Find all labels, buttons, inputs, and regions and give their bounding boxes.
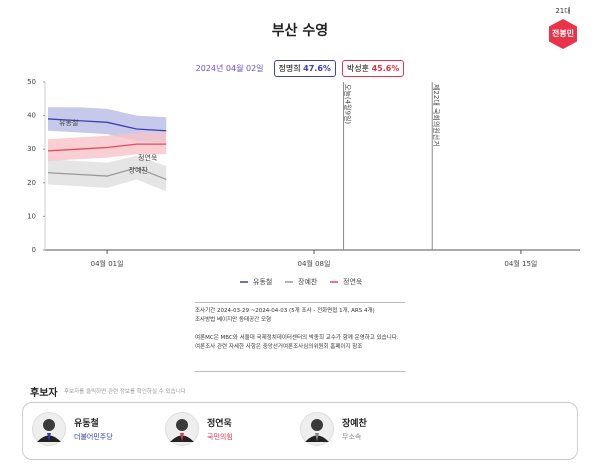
leader-share: 45.6%	[371, 64, 400, 73]
note: 조사방법 베이지안 동태공간 모형	[195, 317, 272, 323]
leader-box: 박성훈 45.6%	[341, 60, 405, 77]
y-tick-label: 50	[27, 78, 36, 86]
leader-share: 47.6%	[303, 64, 331, 73]
candidate-card[interactable]: 정연욱 국민의힘	[165, 410, 295, 452]
date-row: 2024년 04월 02일 정명희 47.6% 박성훈 45.6%	[0, 60, 600, 77]
event-label: 오늘(4월9일)	[344, 84, 353, 124]
badge-name: 전봉민	[551, 29, 575, 38]
note: 여론MC은 MBC와 서울대 국제정치데이터센터의 박종희 교수가 함께 운영하…	[195, 335, 399, 341]
avatar	[32, 412, 66, 446]
y-tick-label: 40	[27, 112, 36, 120]
candidate-card[interactable]: 장예찬 무소속	[300, 410, 430, 452]
section-title: 후보자	[30, 388, 58, 399]
chart: 0 10 20 30 40 50 04월 01일 04월 08일 04월 15일 오늘(4월9일)…	[27, 78, 580, 286]
band	[48, 155, 167, 192]
notes: 조사기간 2024-03-29 ~2024-04-03 (5개 조사 - 전화면…	[195, 302, 405, 372]
series-label: 유동철	[59, 118, 78, 127]
line	[47, 166, 167, 181]
avatar	[165, 412, 199, 446]
legend-label: 장예찬	[298, 277, 318, 286]
legend-label: 유동철	[253, 277, 272, 286]
y-tick-label: 10	[27, 212, 36, 220]
page-title: 부산 수영	[271, 23, 329, 39]
candidate-card[interactable]: 유동철 더불어민주당	[32, 410, 162, 452]
event-label: 제22대 국회의원선거	[432, 84, 441, 147]
candidate-name: 장예찬	[342, 419, 367, 429]
x-tick-label: 04월 15일	[504, 259, 537, 268]
candidate-panel	[22, 402, 578, 460]
avatar	[300, 412, 334, 446]
y-tick-label: 20	[27, 179, 36, 187]
leader-box: 정명희 47.6%	[273, 60, 336, 77]
note: 여론조사 관련 자세한 사항은 중앙선거여론조사심의위원회 홈페이지 참조	[195, 344, 363, 350]
candidate-name: 정연욱	[207, 419, 232, 429]
candidate-name: 유동철	[74, 419, 99, 429]
badge-era: 21대	[555, 7, 571, 15]
line	[47, 143, 167, 152]
legend-label: 정연욱	[343, 277, 363, 286]
section-hint: 후보자를 클릭하면 관련 정보를 확인하실 수 있습니다	[64, 389, 186, 395]
leader-name: 정명희	[278, 64, 301, 73]
candidate-party: 무소속	[342, 433, 362, 441]
x-tick-label: 04월 01일	[91, 259, 124, 268]
band	[48, 132, 167, 161]
leader-name: 박성훈	[346, 64, 370, 73]
badge-hex	[549, 19, 577, 49]
y-tick-label: 0	[32, 246, 36, 254]
series-label: 정연욱	[138, 153, 158, 162]
series-label: 장예찬	[129, 166, 149, 175]
note: 조사기간 2024-03-29 ~2024-04-03 (5개 조사 - 전화면…	[195, 308, 375, 314]
date: 2024년 04월 02일	[195, 64, 264, 73]
line	[47, 118, 167, 132]
y-tick-label: 30	[27, 145, 36, 153]
candidate-party: 국민의힘	[207, 433, 233, 441]
candidate-party: 더불어민주당	[74, 433, 113, 441]
x-tick-label: 04월 08일	[298, 259, 331, 268]
